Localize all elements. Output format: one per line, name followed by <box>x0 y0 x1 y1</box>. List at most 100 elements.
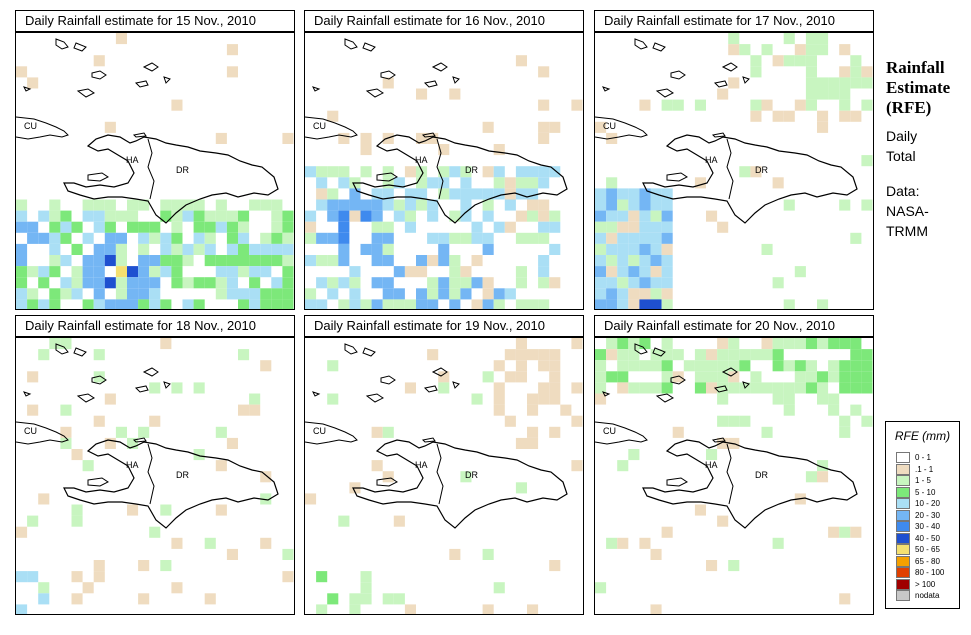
rainfall-cell <box>249 266 261 278</box>
rainfall-cell <box>371 210 383 222</box>
rainfall-cell <box>515 266 527 278</box>
rainfall-cell <box>127 266 139 278</box>
rainfall-cell <box>549 360 561 372</box>
rainfall-cell <box>115 426 127 438</box>
rainfall-cell <box>71 504 83 516</box>
rainfall-cell <box>104 393 116 405</box>
rainfall-cell <box>617 299 629 309</box>
island-coastline <box>666 477 688 487</box>
rainfall-cell <box>449 288 461 300</box>
rainfall-cell <box>16 277 28 289</box>
rainfall-cell <box>460 471 472 483</box>
rainfall-cell <box>639 243 651 255</box>
island-coastline <box>87 172 109 182</box>
rainfall-cell <box>182 255 194 267</box>
rainfall-cell <box>60 288 72 300</box>
rainfall-cell <box>438 277 450 289</box>
rainfall-cell <box>238 232 250 244</box>
rainfall-cell <box>761 338 773 350</box>
rainfall-cell <box>127 210 139 222</box>
rainfall-cell <box>71 277 83 289</box>
rainfall-cell <box>316 188 328 200</box>
rainfall-cell <box>661 288 673 300</box>
rainfall-cell <box>327 360 339 372</box>
rainfall-cell <box>49 266 61 278</box>
rainfall-cell <box>38 266 50 278</box>
rainfall-cell <box>238 243 250 255</box>
rainfall-cell <box>282 288 294 300</box>
rainfall-cell <box>226 266 238 278</box>
rainfall-cell <box>460 177 472 189</box>
rainfall-cell <box>149 382 161 394</box>
rainfall-cell <box>482 188 494 200</box>
rainfall-cell <box>182 277 194 289</box>
cuba-label: CU <box>603 121 616 131</box>
cuba-coastline <box>305 116 358 140</box>
rainfall-cell <box>683 360 695 372</box>
rainfall-cell <box>717 349 729 361</box>
rainfall-cell <box>438 188 450 200</box>
rainfall-cell <box>606 221 618 233</box>
rainfall-cell <box>282 243 294 255</box>
country-border <box>726 138 734 200</box>
rainfall-cell <box>504 288 516 300</box>
cuba-coastline <box>595 116 648 140</box>
rainfall-cell <box>338 255 350 267</box>
island-coastline <box>421 437 436 443</box>
rainfall-cell <box>182 199 194 211</box>
rainfall-cell <box>661 277 673 289</box>
rainfall-cell <box>805 371 817 383</box>
rainfall-cell <box>538 277 550 289</box>
rainfall-cell <box>728 338 740 350</box>
rainfall-map: CU HA DR <box>304 32 584 310</box>
rainfall-cell <box>606 243 618 255</box>
rainfall-cell <box>238 210 250 222</box>
rainfall-cell <box>595 232 607 244</box>
rainfall-cell <box>661 338 673 350</box>
rainfall-cell <box>171 266 183 278</box>
legend-swatch <box>896 532 910 544</box>
rainfall-cell <box>360 582 372 594</box>
haiti-label: HA <box>415 460 428 470</box>
rainfall-cell <box>717 360 729 372</box>
rainfall-cell <box>728 382 740 394</box>
rainfall-cell <box>504 221 516 233</box>
rainfall-cell <box>27 371 39 383</box>
rainfall-cell <box>271 199 283 211</box>
rainfall-cell <box>27 299 39 309</box>
rainfall-cell <box>138 277 150 289</box>
rainfall-cell <box>527 177 539 189</box>
rainfall-cell <box>427 199 439 211</box>
rainfall-cell <box>382 471 394 483</box>
rainfall-cell <box>393 177 405 189</box>
rainfall-cell <box>628 360 640 372</box>
rainfall-cell <box>639 99 651 111</box>
rainfall-cell <box>215 266 227 278</box>
rainfall-cell <box>493 177 505 189</box>
rainfall-cell <box>305 232 317 244</box>
rainfall-cell <box>661 526 673 538</box>
rainfall-cell <box>360 166 372 178</box>
panel-title: Daily Rainfall estimate for 17 Nov., 201… <box>594 10 874 32</box>
rainfall-cell <box>639 338 651 350</box>
rainfall-cell <box>639 382 651 394</box>
map-svg: CU HA DR <box>305 38 583 309</box>
rainfall-cell <box>115 255 127 267</box>
rainfall-cell <box>382 199 394 211</box>
rainfall-cell <box>861 415 873 427</box>
rainfall-cell <box>794 99 806 111</box>
rainfall-cell <box>482 166 494 178</box>
rainfall-cell <box>104 121 116 133</box>
island-coastline <box>655 393 674 403</box>
rainfall-cell <box>650 382 662 394</box>
rainfall-cell <box>817 393 829 405</box>
rainfall-cell <box>739 44 751 56</box>
island-coastline <box>713 80 728 88</box>
rainfall-cell <box>193 299 205 309</box>
rainfall-cell <box>238 404 250 416</box>
side-desc-line: Total <box>886 148 916 164</box>
rainfall-cell <box>249 404 261 416</box>
rainfall-cell <box>193 221 205 233</box>
rainfall-cell <box>438 382 450 394</box>
rainfall-cell <box>650 243 662 255</box>
